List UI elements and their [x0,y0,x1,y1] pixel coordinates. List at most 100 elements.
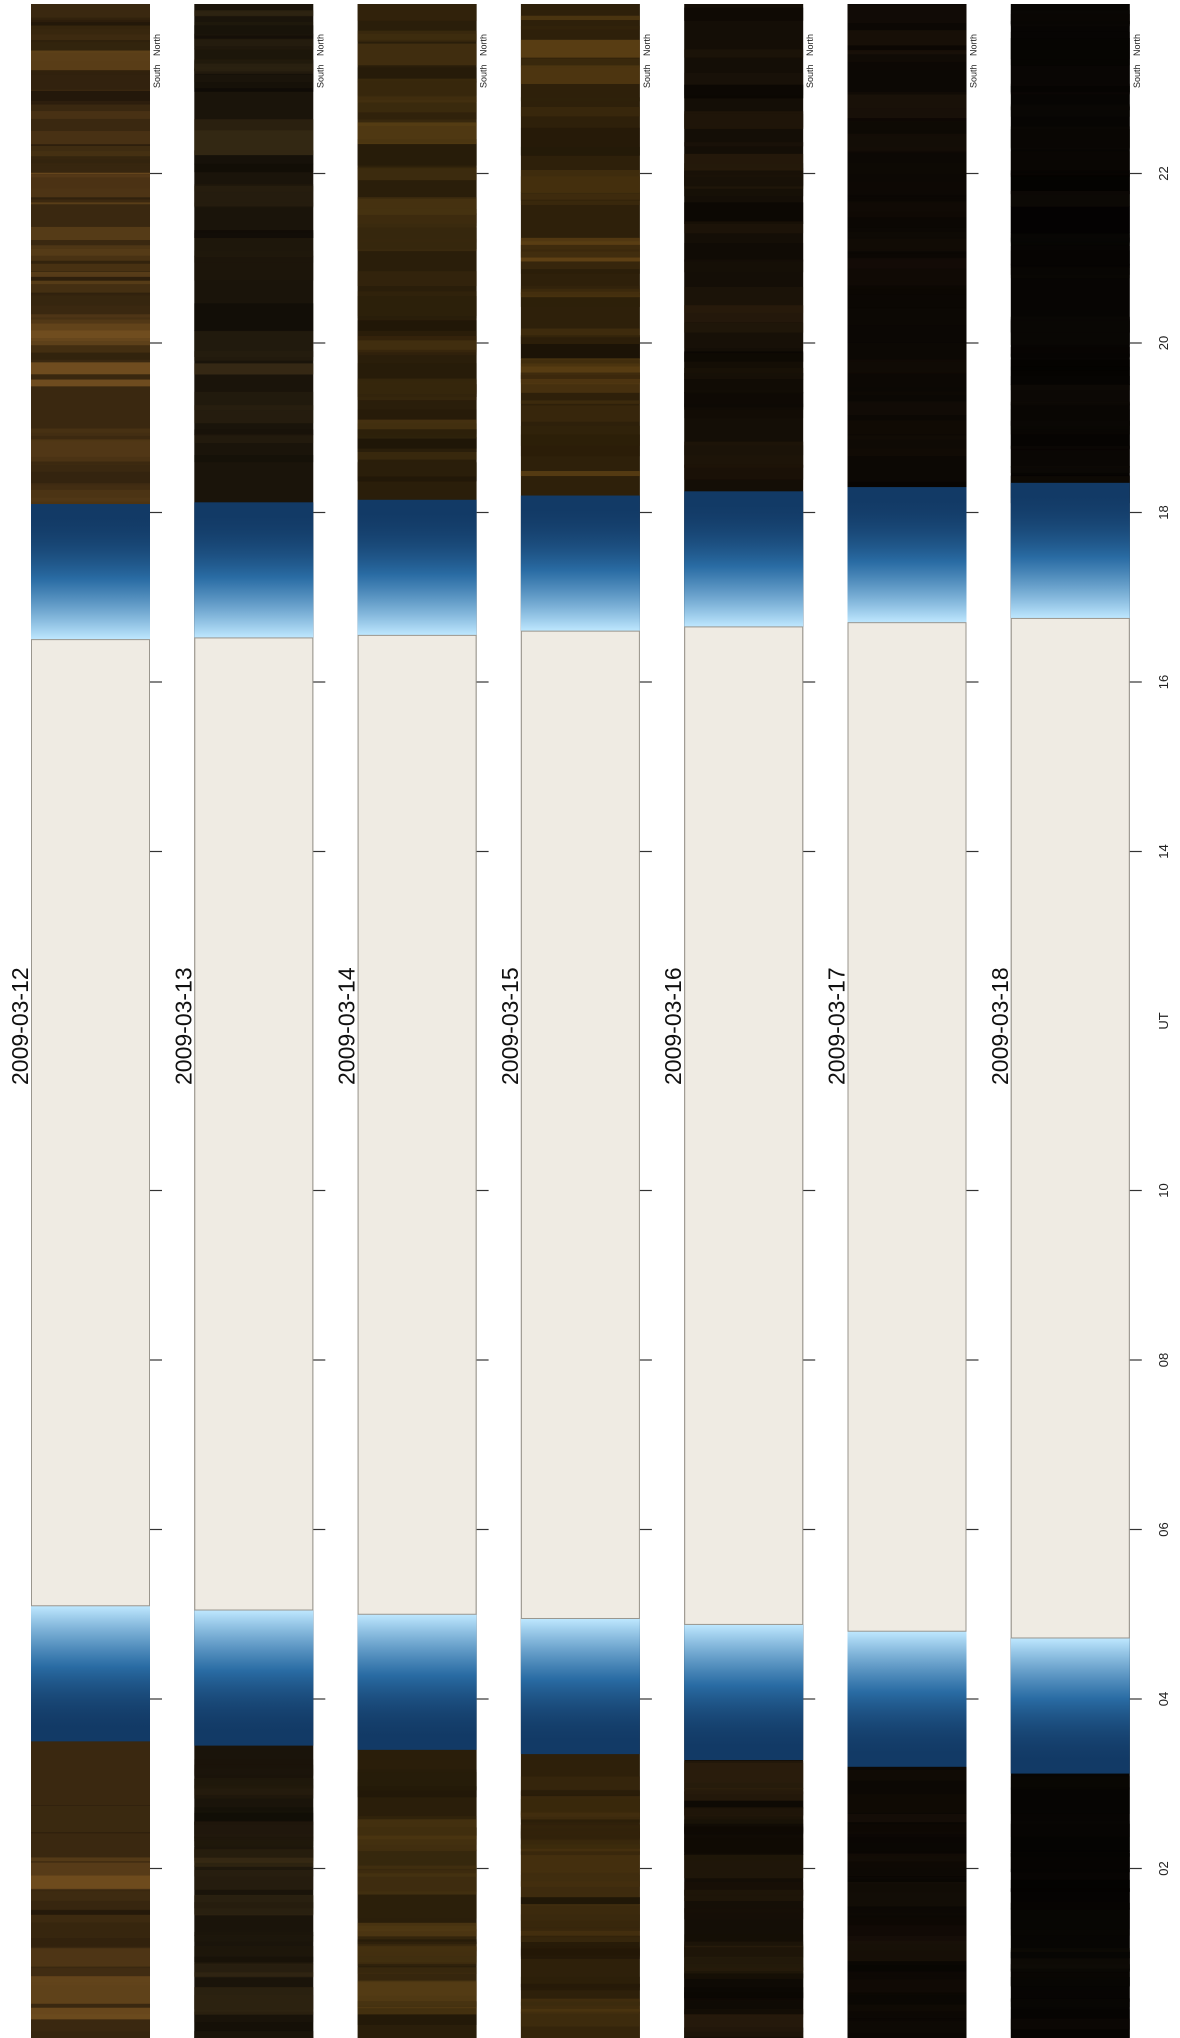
night-streak [194,2011,314,2031]
night-streak [357,1849,477,1871]
night-streak [194,21,314,36]
night-streak [1010,1823,1130,1852]
night-streak [684,1853,804,1879]
night-streak [1010,1968,1130,1972]
night-streak [520,1796,640,1818]
night-streak [357,99,477,126]
north-label: North [969,34,979,56]
night-streak [31,2031,150,2038]
night-streak [194,454,314,463]
night-streak [31,1891,150,1910]
night-streak [357,30,477,42]
night-texture [194,10,314,2038]
night-streak [1010,2009,1130,2038]
axis-tick-label: 20 [1156,336,1171,350]
night-streak [1010,232,1130,243]
axis-tick-label: 18 [1156,505,1171,519]
keogram-panel-2009-03-17: North South 2009-03-17 [824,4,979,2038]
night-streak [357,380,477,395]
night-streak [357,1945,477,1965]
night-streak [1010,206,1130,234]
night-streak [357,102,477,120]
night-streak [1010,376,1130,385]
night-streak [684,2008,804,2032]
south-label: South [1132,64,1142,88]
night-streak [31,345,150,360]
night-streak [847,216,967,240]
night-streak [520,1935,640,1956]
night-streak [31,22,150,30]
night-streak [357,167,477,181]
night-streak [194,39,314,47]
night-streak [847,202,967,218]
night-streak [520,1825,640,1849]
night-streak [1010,237,1130,245]
night-streak [847,133,967,151]
night-streak [31,1976,150,2004]
night-streak [684,351,804,362]
night-streak [194,1902,314,1909]
night-streak [1010,347,1130,357]
night-streak [520,58,640,68]
daylight-region [194,637,314,1611]
night-streak [1010,445,1130,450]
night-streak [684,259,804,273]
panel-ticks [803,172,816,1870]
night-streak [194,250,314,263]
night-streak [684,153,804,171]
night-streak [194,1759,314,1780]
night-streak [31,174,150,198]
night-streak [31,1857,150,1862]
axis-tick-label: 16 [1156,675,1171,689]
night-streak [357,78,477,103]
night-streak [520,2008,640,2014]
night-streak [847,1813,967,1823]
night-streak [684,1945,804,1971]
morning-glow [1010,1637,1130,1774]
night-streak [847,259,967,286]
night-streak [520,15,640,21]
night-streak [847,238,967,252]
night-streak [684,2027,804,2038]
date-label: 2009-03-16 [660,967,686,1085]
night-streak [520,366,640,393]
night-streak [520,106,640,117]
night-streak [357,1967,477,1974]
night-streak [1010,1907,1130,1936]
night-streak [194,63,314,74]
night-streak [847,359,967,374]
night-streak [1010,353,1130,358]
night-streak [31,294,150,306]
night-streak [520,291,640,298]
south-label: South [642,64,652,88]
morning-glow [847,1631,967,1767]
night-streak [357,1890,477,1919]
night-streak [357,1941,477,1967]
night-streak [1010,465,1130,473]
keogram-panel-2009-03-18: North South 2009-03-18 [987,4,1142,2038]
night-streak [357,1941,477,1957]
night-streak [357,142,477,169]
night-streak [1010,1820,1130,1837]
night-streak [520,285,640,296]
night-streak [520,1851,640,1856]
night-streak [520,1816,640,1839]
night-streak [520,1928,640,1938]
night-streak [194,303,314,332]
keogram-panel-2009-03-13: North South 2009-03-13 [170,4,326,2038]
night-streak [520,335,640,344]
night-streak [357,461,477,477]
night-streak [1010,1888,1130,1892]
night-streak [847,196,967,226]
night-streak [847,1822,967,1832]
night-streak [1010,1889,1130,1910]
night-streak [684,2028,804,2038]
night-streak [520,2011,640,2038]
night-streak [1010,1776,1130,1790]
night-streak [1010,450,1130,468]
night-streak [520,65,640,84]
night-streak [1010,1852,1130,1873]
night-streak [31,90,150,105]
night-streak [357,1868,477,1874]
night-streak [194,330,314,357]
